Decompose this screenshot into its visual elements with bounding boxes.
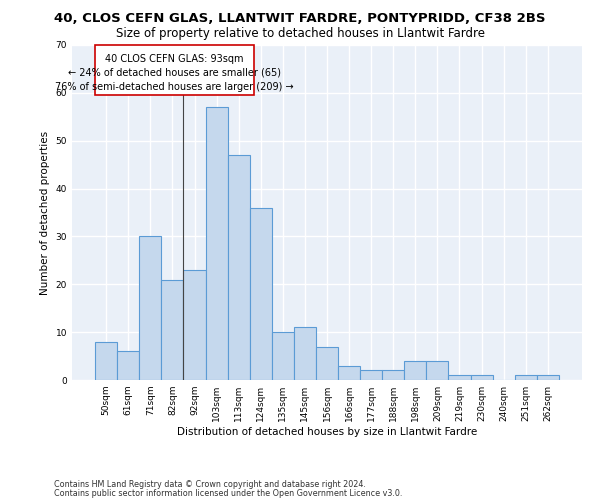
Bar xyxy=(404,361,427,380)
Bar xyxy=(227,155,250,380)
Y-axis label: Number of detached properties: Number of detached properties xyxy=(40,130,50,294)
Bar xyxy=(338,366,360,380)
Text: 76% of semi-detached houses are larger (209) →: 76% of semi-detached houses are larger (… xyxy=(55,82,294,92)
Text: 40 CLOS CEFN GLAS: 93sqm: 40 CLOS CEFN GLAS: 93sqm xyxy=(106,54,244,64)
Text: Size of property relative to detached houses in Llantwit Fardre: Size of property relative to detached ho… xyxy=(115,28,485,40)
Text: ← 24% of detached houses are smaller (65): ← 24% of detached houses are smaller (65… xyxy=(68,68,281,78)
FancyBboxPatch shape xyxy=(95,45,254,95)
Bar xyxy=(206,107,227,380)
X-axis label: Distribution of detached houses by size in Llantwit Fardre: Distribution of detached houses by size … xyxy=(177,427,477,437)
Bar xyxy=(250,208,272,380)
Bar xyxy=(272,332,294,380)
Bar xyxy=(161,280,184,380)
Bar xyxy=(448,375,470,380)
Bar xyxy=(515,375,537,380)
Text: 40, CLOS CEFN GLAS, LLANTWIT FARDRE, PONTYPRIDD, CF38 2BS: 40, CLOS CEFN GLAS, LLANTWIT FARDRE, PON… xyxy=(54,12,546,26)
Bar xyxy=(294,328,316,380)
Bar xyxy=(117,352,139,380)
Bar xyxy=(360,370,382,380)
Bar xyxy=(139,236,161,380)
Bar xyxy=(95,342,117,380)
Text: Contains HM Land Registry data © Crown copyright and database right 2024.: Contains HM Land Registry data © Crown c… xyxy=(54,480,366,489)
Bar xyxy=(184,270,206,380)
Bar xyxy=(470,375,493,380)
Bar xyxy=(537,375,559,380)
Text: Contains public sector information licensed under the Open Government Licence v3: Contains public sector information licen… xyxy=(54,488,403,498)
Bar xyxy=(427,361,448,380)
Bar xyxy=(382,370,404,380)
Bar xyxy=(316,346,338,380)
